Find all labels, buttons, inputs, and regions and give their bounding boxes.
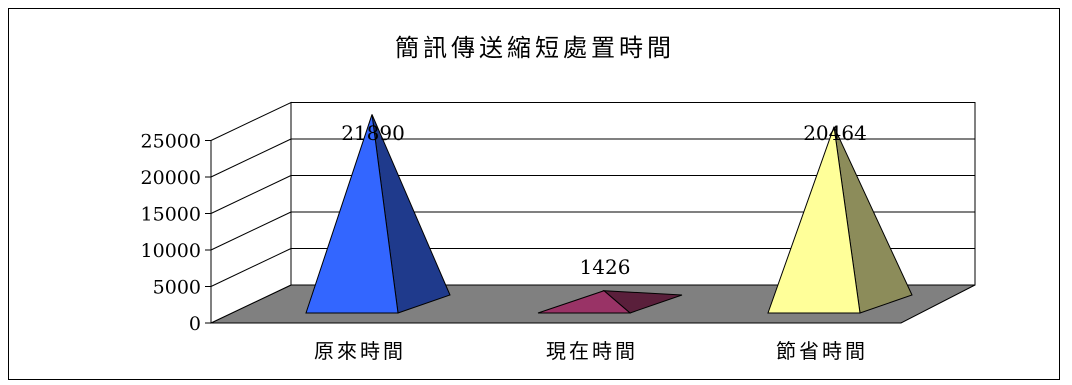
- category-label: 現在時間: [546, 339, 638, 363]
- y-tick-label: 20000: [141, 167, 201, 189]
- y-tick-label: 15000: [141, 204, 201, 226]
- pyramid-front-1: [305, 114, 399, 314]
- y-tick-label: 0: [189, 313, 201, 335]
- gridline: [210, 211, 292, 251]
- data-label: 20464: [803, 121, 867, 145]
- data-label: 1426: [580, 255, 631, 279]
- category-label: 節省時間: [776, 339, 868, 363]
- chart-frame: 簡訊傳送縮短處置時間 0 5000 10000 15000 20000 25000 2189…: [8, 8, 1060, 380]
- pyramid-chart: 簡訊傳送縮短處置時間 0 5000 10000 15000 20000 25000 2189…: [141, 34, 976, 363]
- y-tick-label: 10000: [141, 240, 201, 262]
- pyramid-front-3: [767, 126, 861, 314]
- gridline: [210, 138, 292, 178]
- data-label: 21890: [341, 121, 405, 145]
- y-tick-label: 5000: [153, 277, 201, 299]
- gridline: [210, 248, 292, 287]
- category-label: 原來時間: [314, 339, 406, 363]
- chart-side-wall: [210, 101, 292, 324]
- gridline: [210, 175, 292, 214]
- plot-area: 0 5000 10000 15000 20000 25000 21890 原來時間 1426 現在…: [141, 101, 976, 363]
- pyramid-front-2: [537, 290, 632, 314]
- y-tick-label: 25000: [141, 131, 201, 153]
- chart-title: 簡訊傳送縮短處置時間: [395, 34, 675, 62]
